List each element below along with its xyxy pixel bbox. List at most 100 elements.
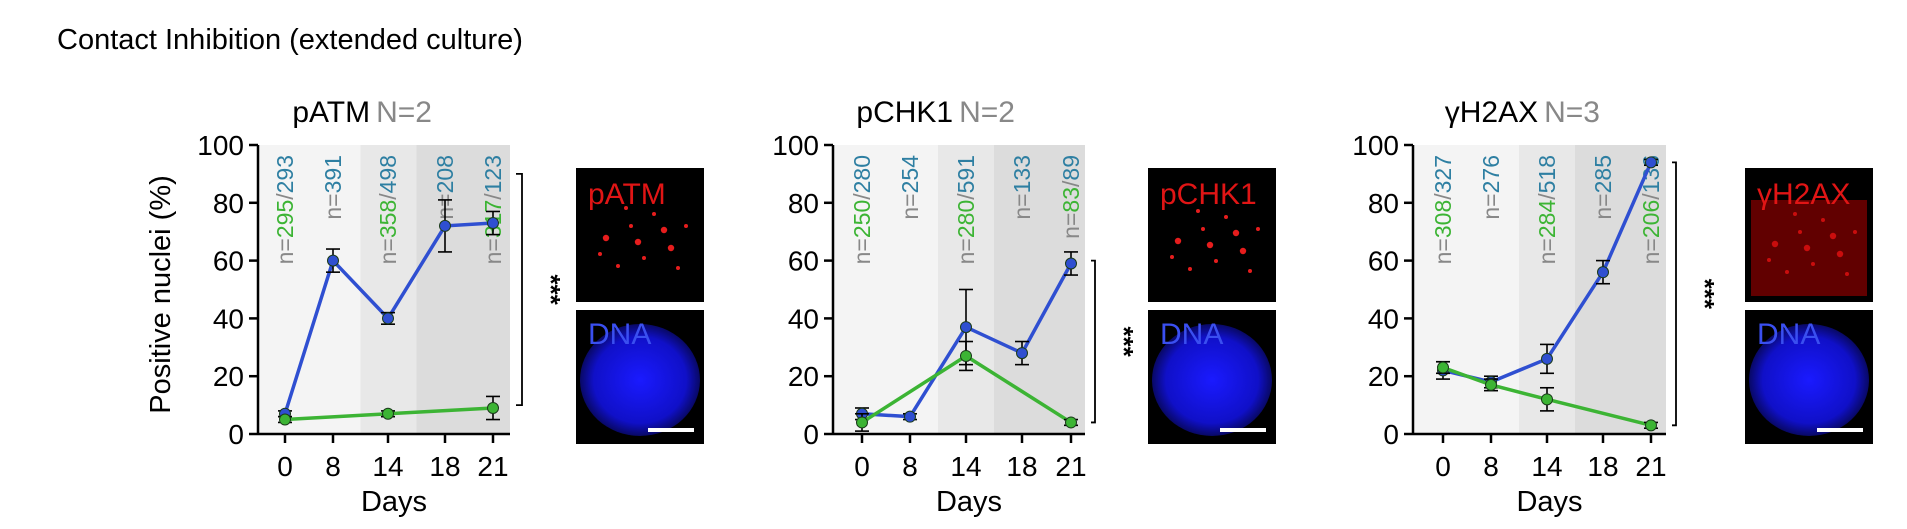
x-axis-label: Days [936, 486, 1002, 518]
figure-title: Contact Inhibition (extended culture) [57, 24, 523, 56]
significance-bracket [1091, 259, 1096, 424]
stain-focus [634, 238, 642, 246]
n-label-slash: / [1058, 180, 1084, 187]
n-label-slash: / [1534, 193, 1560, 200]
n-label-green-count: 206 [1638, 200, 1664, 238]
n-label: n=254 [897, 155, 923, 220]
n-label-slash: / [375, 193, 401, 200]
n-label-slash: / [1430, 193, 1456, 200]
x-tick-label: 0 [277, 451, 293, 482]
n-label-prefix: n= [1430, 238, 1456, 264]
n-label: n=206/136 [1638, 155, 1664, 264]
n-label-count: 391 [320, 155, 346, 193]
panel-title-n: N=2 [376, 96, 432, 129]
x-tick-label: 21 [477, 451, 508, 482]
stain-focus [1239, 247, 1247, 255]
green-data-point [1485, 378, 1497, 391]
blue-data-point [904, 410, 916, 423]
blue-data-point [1065, 257, 1077, 270]
n-label-teal-count: 89 [1058, 155, 1084, 181]
stain-focus [1256, 227, 1260, 231]
n-label-prefix: n= [1009, 193, 1035, 219]
n-label-green-count: 358 [375, 200, 401, 238]
n-label: n=276 [1478, 155, 1504, 220]
x-tick-label: 14 [1531, 451, 1562, 482]
stain-focus [684, 224, 688, 228]
significance-bracket [1672, 161, 1677, 427]
green-data-point [1437, 361, 1449, 374]
n-label-teal-count: 327 [1430, 155, 1456, 193]
n-label-slash: / [480, 193, 506, 200]
significance-label: *** [1690, 279, 1720, 310]
x-tick-label: 8 [1483, 451, 1499, 482]
n-label-prefix: n= [272, 238, 298, 264]
blue-data-point [1541, 352, 1553, 365]
blue-data-point [327, 254, 339, 267]
y-tick-label: 20 [213, 361, 244, 392]
stain-image-top [1148, 168, 1276, 302]
n-label-slash: / [953, 193, 979, 200]
green-data-point [382, 407, 394, 420]
x-tick-label: 14 [372, 451, 403, 482]
y-tick-label: 60 [788, 246, 819, 277]
n-label-count: 133 [1009, 155, 1035, 193]
n-label-prefix: n= [897, 193, 923, 219]
stain-focus [667, 244, 675, 252]
n-label-count: 254 [897, 155, 923, 194]
green-data-point [279, 413, 291, 426]
stain-label-top: pCHK1 [1160, 178, 1257, 211]
blue-data-point [1597, 266, 1609, 279]
n-label-prefix: n= [1534, 238, 1560, 264]
n-label-count: 276 [1478, 155, 1504, 193]
n-label: n=317/123 [480, 155, 506, 264]
y-tick-label: 0 [228, 419, 244, 450]
y-tick-label: 0 [803, 419, 819, 450]
stain-focus [1170, 255, 1174, 259]
green-data-point [1645, 419, 1657, 432]
panel-title: pATM N=2 [292, 96, 432, 129]
n-label-prefix: n= [1478, 193, 1504, 219]
stain-label-bottom: DNA [1757, 318, 1820, 351]
n-label-green-count: 295 [272, 200, 298, 238]
n-label: n=285 [1590, 155, 1616, 220]
n-label-count: 208 [432, 155, 458, 193]
x-tick-label: 21 [1635, 451, 1666, 482]
n-label-teal-count: 518 [1534, 155, 1560, 193]
stain-focus [1201, 227, 1205, 231]
n-label-prefix: n= [1638, 238, 1664, 264]
y-tick-label: 0 [1383, 419, 1399, 450]
n-label-green-count: 284 [1534, 200, 1560, 239]
significance-label: *** [1109, 326, 1139, 357]
n-label-green-count: 280 [953, 200, 979, 238]
n-label-teal-count: 293 [272, 155, 298, 193]
y-tick-label: 20 [788, 361, 819, 392]
n-label: n=358/498 [375, 155, 401, 264]
y-tick-label: 100 [197, 130, 244, 161]
y-tick-label: 40 [213, 303, 244, 334]
stain-image-top [576, 168, 704, 302]
stain-label-bottom: DNA [588, 318, 651, 351]
stain-focus [1196, 209, 1200, 213]
n-label-slash: / [272, 193, 298, 200]
panel-title: γH2AX N=3 [1445, 96, 1600, 129]
n-label-green-count: 308 [1430, 200, 1456, 238]
y-tick-label: 80 [213, 188, 244, 219]
n-label-slash: / [849, 193, 875, 200]
panel-title-name: pCHK1 [856, 96, 953, 129]
y-tick-label: 60 [213, 246, 244, 277]
n-label: n=295/293 [272, 155, 298, 264]
stain-focus [1248, 269, 1252, 273]
x-tick-label: 21 [1055, 451, 1086, 482]
panel-title-n: N=3 [1544, 96, 1600, 129]
x-axis-label: Days [1516, 486, 1582, 518]
n-label: n=308/327 [1430, 155, 1456, 264]
n-label: n=284/518 [1534, 155, 1560, 264]
stain-diffuse [1751, 200, 1867, 296]
x-tick-label: 0 [854, 451, 870, 482]
y-tick-label: 60 [1368, 246, 1399, 277]
y-tick-label: 40 [788, 303, 819, 334]
y-tick-label: 80 [788, 188, 819, 219]
